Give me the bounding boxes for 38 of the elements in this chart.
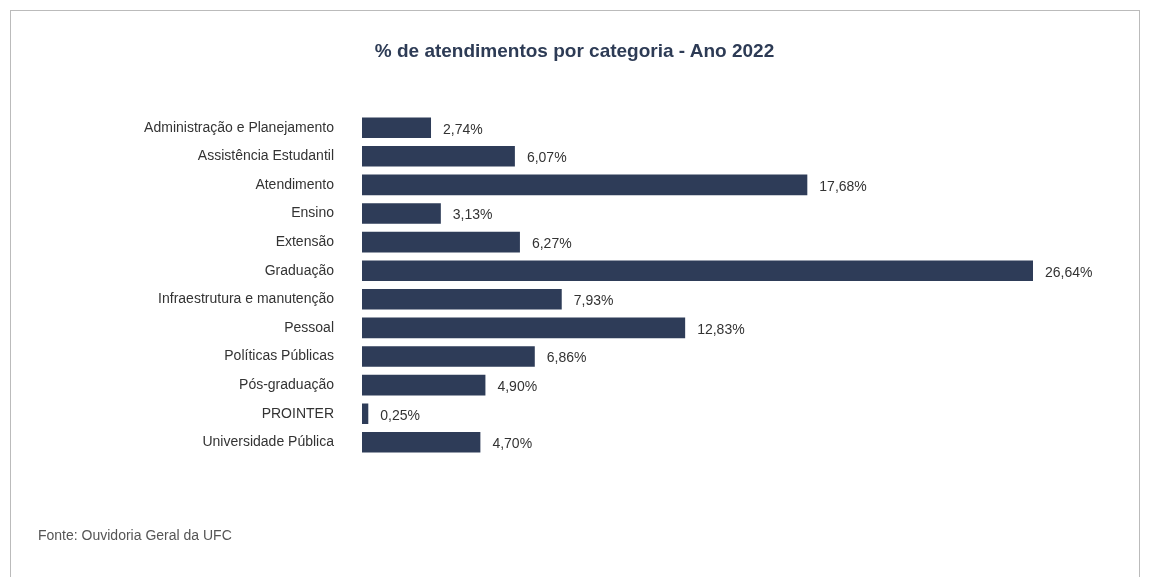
data-label: 4,90% bbox=[497, 377, 538, 394]
y-tick-label: Pessoal bbox=[284, 318, 334, 335]
bar bbox=[362, 203, 441, 224]
bar bbox=[362, 289, 562, 310]
y-tick-label: Extensão bbox=[275, 232, 335, 249]
data-label: 26,64% bbox=[1045, 263, 1093, 280]
bar bbox=[362, 403, 369, 424]
bar bbox=[362, 432, 481, 453]
chart-title: % de atendimentos por categoria - Ano 2022 bbox=[373, 40, 776, 62]
data-label: 6,86% bbox=[546, 349, 587, 366]
data-label: 12,83% bbox=[697, 320, 745, 337]
y-tick-label: Infraestrutura e manutenção bbox=[158, 290, 335, 307]
bar bbox=[362, 117, 432, 138]
y-tick-label: Atendimento bbox=[255, 175, 335, 192]
y-tick-label: Políticas Públicas bbox=[224, 347, 334, 364]
y-tick-label: Ensino bbox=[291, 204, 335, 221]
data-label: 6,27% bbox=[531, 234, 572, 251]
y-tick-label: Assistência Estudantil bbox=[197, 147, 334, 164]
data-label: 6,07% bbox=[526, 149, 567, 166]
bar bbox=[362, 260, 1033, 281]
bar bbox=[362, 346, 535, 367]
bar bbox=[362, 146, 515, 167]
y-tick-label: Graduação bbox=[264, 261, 335, 278]
data-label: 17,68% bbox=[819, 177, 867, 194]
bar bbox=[362, 231, 520, 253]
data-label: 0,25% bbox=[380, 406, 420, 423]
bar bbox=[362, 374, 486, 396]
bar bbox=[362, 317, 686, 339]
y-tick-label: Administração e Planejamento bbox=[144, 118, 335, 135]
data-label: 3,13% bbox=[452, 206, 493, 223]
data-label: 7,93% bbox=[573, 292, 614, 309]
source-note: Fonte: Ouvidoria Geral da UFC bbox=[38, 527, 232, 543]
data-label: 2,74% bbox=[443, 120, 483, 137]
y-tick-label: Pós-graduação bbox=[239, 375, 335, 392]
bar bbox=[362, 174, 808, 196]
data-label: 4,70% bbox=[492, 435, 533, 452]
y-tick-label: Universidade Pública bbox=[202, 433, 335, 450]
y-tick-label: PROINTER bbox=[261, 404, 334, 421]
